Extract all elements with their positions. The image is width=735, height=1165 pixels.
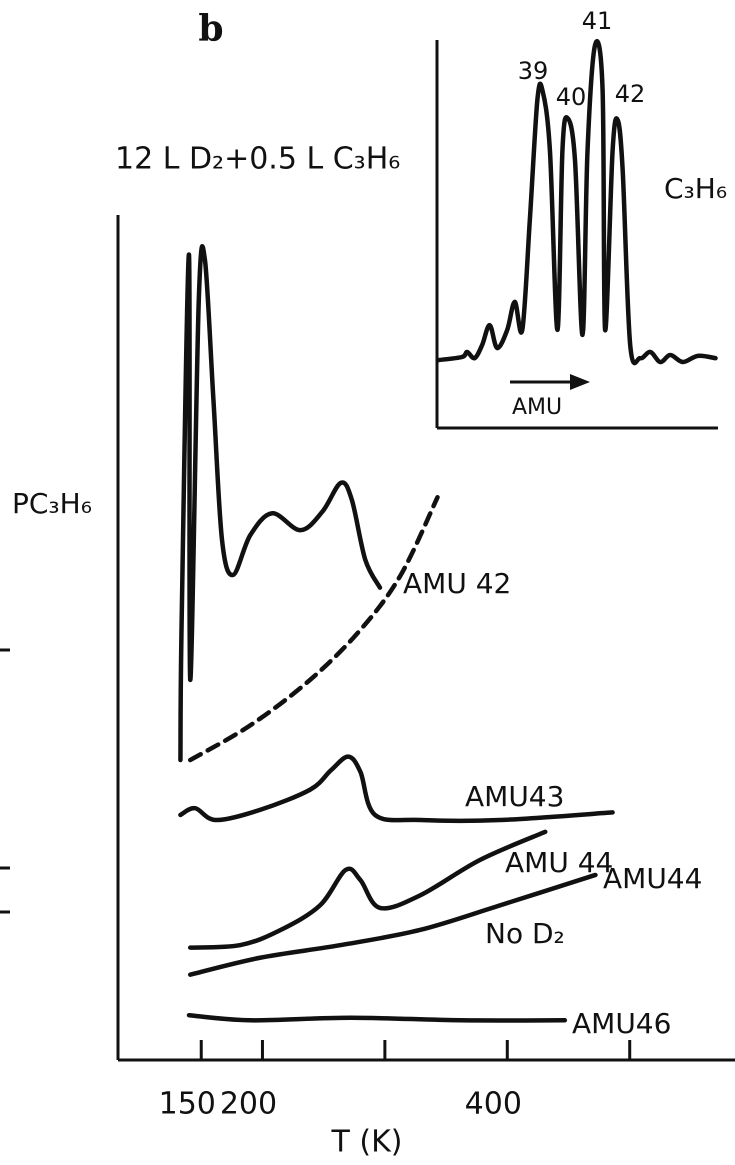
peak-label: 40 (556, 83, 587, 111)
x-tick-label: 200 (220, 1087, 277, 1122)
inset-x-label: AMU (512, 395, 562, 420)
trace (178, 244, 383, 763)
trace-label: AMU44 (603, 862, 702, 895)
x-tick-label: 400 (465, 1087, 522, 1122)
trace (186, 1012, 568, 1023)
trace (187, 829, 548, 950)
inset-arrow-head (570, 374, 590, 390)
x-tick-label: 150 (159, 1087, 216, 1122)
y-axis-label: PC₃H₆ (12, 487, 92, 520)
trace-label: AMU43 (465, 780, 564, 813)
trace-annotation: No D₂ (485, 917, 565, 950)
inset-label: C₃H₆ (664, 172, 727, 205)
trace-label: AMU 42 (403, 567, 511, 600)
trace (178, 754, 615, 824)
trace (187, 494, 440, 763)
panel-label: b (198, 8, 223, 50)
x-axis-label: T (K) (331, 1125, 403, 1160)
peak-label: 42 (615, 80, 646, 108)
trace-label: AMU46 (572, 1007, 671, 1040)
peak-label: 39 (518, 57, 549, 85)
chart-title: 12 L D₂+0.5 L C₃H₆ (115, 142, 400, 177)
trace (187, 872, 598, 977)
trace (435, 38, 718, 366)
peak-label: 41 (582, 7, 613, 35)
